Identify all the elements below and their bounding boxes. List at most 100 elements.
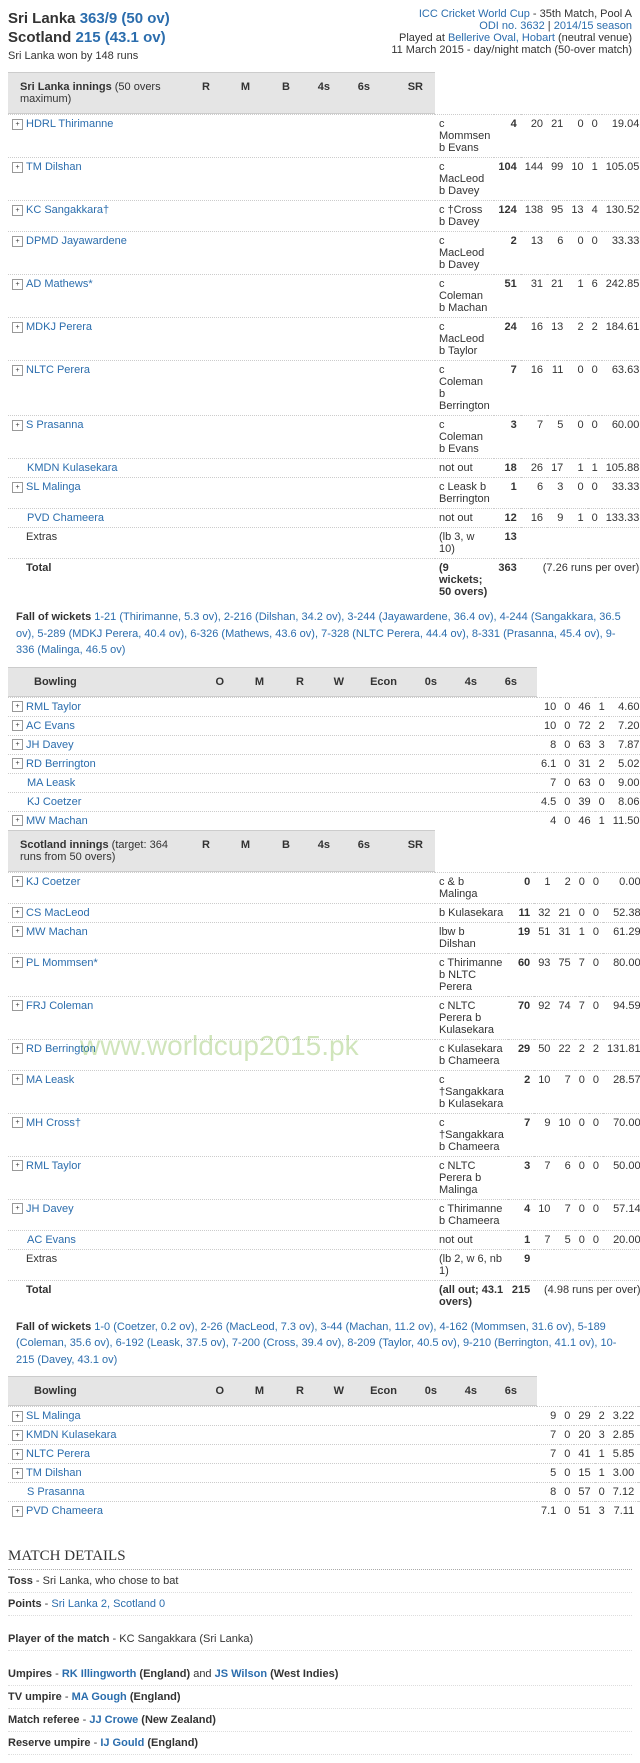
how-out: not out <box>435 509 494 528</box>
batting-table: Sri Lanka innings (50 overs maximum)RMB4… <box>8 72 640 601</box>
fall-of-wickets: Fall of wickets 1-0 (Coetzer, 0.2 ov), 2… <box>8 1311 632 1377</box>
player-link[interactable]: PVD Chameera <box>27 512 104 524</box>
expand-icon[interactable]: + <box>12 1411 23 1422</box>
expand-icon[interactable]: + <box>12 119 23 130</box>
bowling-row: MA Leask706309.001143 <box>8 773 640 792</box>
player-link[interactable]: TM Dilshan <box>26 161 82 173</box>
expand-icon[interactable]: + <box>12 815 23 826</box>
batting-table: Scotland innings (target: 364 runs from … <box>8 830 640 1311</box>
bowling-row: +RD Berrington6.103125.021711 <box>8 754 640 773</box>
expand-icon[interactable]: + <box>12 1506 23 1517</box>
total-row: Total(all out; 43.1 overs)215(4.98 runs … <box>8 1280 640 1311</box>
expand-icon[interactable]: + <box>12 162 23 173</box>
how-out: lbw b Dilshan <box>435 922 508 953</box>
batting-row: +RML Taylorc NLTC Perera b Malinga376005… <box>8 1156 640 1199</box>
player-link[interactable]: FRJ Coleman <box>26 1000 93 1012</box>
player-link[interactable]: S Prasanna <box>26 419 83 431</box>
reserve-umpire-line: Reserve umpire - IJ Gould (England) <box>8 1732 632 1755</box>
how-out: c Coleman b Evans <box>435 416 494 459</box>
how-out: c & b Malinga <box>435 872 508 903</box>
player-link[interactable]: NLTC Perera <box>26 364 90 376</box>
expand-icon[interactable]: + <box>12 279 23 290</box>
batting-row: +PL Mommsen*c Thirimanne b NLTC Perera60… <box>8 953 640 996</box>
venue-link[interactable]: Bellerive Oval, Hobart <box>448 32 555 44</box>
header-right: ICC Cricket World Cup - 35th Match, Pool… <box>391 8 632 62</box>
how-out: b Kulasekara <box>435 903 508 922</box>
batting-row: +KJ Coetzerc & b Malinga012000.00 <box>8 872 640 903</box>
expand-icon[interactable]: + <box>12 1449 23 1460</box>
player-link[interactable]: AC Evans <box>27 1234 76 1246</box>
expand-icon[interactable]: + <box>12 322 23 333</box>
player-link[interactable]: MH Cross† <box>26 1117 81 1129</box>
expand-icon[interactable]: + <box>12 758 23 769</box>
expand-icon[interactable]: + <box>12 365 23 376</box>
how-out: c †Cross b Davey <box>435 201 494 232</box>
expand-icon[interactable]: + <box>12 1117 23 1128</box>
expand-icon[interactable]: + <box>12 701 23 712</box>
player-link[interactable]: RD Berrington <box>26 758 96 770</box>
player-link[interactable]: DPMD Jayawardene <box>26 235 127 247</box>
player-link[interactable]: KJ Coetzer <box>26 876 80 888</box>
expand-icon[interactable]: + <box>12 1074 23 1085</box>
player-link[interactable]: JH Davey <box>26 739 74 751</box>
how-out: c Kulasekara b Chameera <box>435 1039 508 1070</box>
player-link[interactable]: MW Machan <box>26 926 88 938</box>
player-link[interactable]: PL Mommsen* <box>26 957 98 969</box>
expand-icon[interactable]: + <box>12 876 23 887</box>
expand-icon[interactable]: + <box>12 1468 23 1479</box>
player-link[interactable]: HDRL Thirimanne <box>26 118 113 130</box>
expand-icon[interactable]: + <box>12 482 23 493</box>
player-link[interactable]: RML Taylor <box>26 701 81 713</box>
bowling-row: +RML Taylor1004614.603221 <box>8 697 640 716</box>
player-link[interactable]: CS MacLeod <box>26 907 90 919</box>
batting-row: +KC Sangakkara†c †Cross b Davey124138951… <box>8 201 640 232</box>
player-link[interactable]: RML Taylor <box>26 1160 81 1172</box>
tournament-link[interactable]: ICC Cricket World Cup <box>419 8 530 20</box>
how-out: c NLTC Perera b Kulasekara <box>435 996 508 1039</box>
expand-icon[interactable]: + <box>12 1160 23 1171</box>
bowling-row: S Prasanna805707.121532 <box>8 1483 640 1502</box>
season-link[interactable]: 2014/15 season <box>554 20 632 32</box>
player-link[interactable]: RD Berrington <box>26 1043 96 1055</box>
player-link[interactable]: MW Machan <box>26 815 88 827</box>
expand-icon[interactable]: + <box>12 1000 23 1011</box>
expand-icon[interactable]: + <box>12 1203 23 1214</box>
expand-icon[interactable]: + <box>12 720 23 731</box>
expand-icon[interactable]: + <box>12 1430 23 1441</box>
batting-row: +SL Malingac Leask b Berrington1630033.3… <box>8 478 640 509</box>
player-link[interactable]: SL Malinga <box>26 481 81 493</box>
expand-icon[interactable]: + <box>12 236 23 247</box>
player-link[interactable]: KC Sangakkara† <box>26 204 109 216</box>
player-link[interactable]: AC Evans <box>26 720 75 732</box>
bowling-table: BowlingOMRWEcon0s4s6s+RML Taylor1004614.… <box>8 667 640 830</box>
expand-icon[interactable]: + <box>12 907 23 918</box>
player-link[interactable]: KJ Coetzer <box>27 796 81 808</box>
how-out: c Thirimanne b NLTC Perera <box>435 953 508 996</box>
odi-no-link[interactable]: ODI no. 3632 <box>479 20 544 32</box>
expand-icon[interactable]: + <box>12 1043 23 1054</box>
bowling-row: +PVD Chameera7.105137.112070(1nb, 1w) <box>8 1502 640 1533</box>
player-link[interactable]: MA Leask <box>26 1074 74 1086</box>
player-link[interactable]: MA Leask <box>27 777 75 789</box>
team1-name: Sri Lanka <box>8 10 76 27</box>
player-link[interactable]: AD Mathews* <box>26 278 93 290</box>
player-link[interactable]: KMDN Kulasekara <box>26 1429 116 1441</box>
expand-icon[interactable]: + <box>12 205 23 216</box>
expand-icon[interactable]: + <box>12 926 23 937</box>
batting-row: +NLTC Pererac Coleman b Berrington716110… <box>8 361 640 416</box>
player-link[interactable]: SL Malinga <box>26 1410 81 1422</box>
bowling-row: +SL Malinga902923.223500(2w) <box>8 1407 640 1426</box>
expand-icon[interactable]: + <box>12 739 23 750</box>
player-link[interactable]: PVD Chameera <box>26 1505 103 1517</box>
player-link[interactable]: JH Davey <box>26 1203 74 1215</box>
player-link[interactable]: NLTC Perera <box>26 1448 90 1460</box>
player-link[interactable]: TM Dilshan <box>26 1467 82 1479</box>
team2-score-val: 215 (43.1 ov) <box>76 29 166 46</box>
player-link[interactable]: MDKJ Perera <box>26 321 92 333</box>
player-link[interactable]: S Prasanna <box>27 1486 84 1498</box>
match-date: 11 March 2015 - day/night match (50-over… <box>391 44 632 56</box>
expand-icon[interactable]: + <box>12 957 23 968</box>
player-link[interactable]: KMDN Kulasekara <box>27 462 117 474</box>
expand-icon[interactable]: + <box>12 420 23 431</box>
how-out: not out <box>435 1230 508 1249</box>
